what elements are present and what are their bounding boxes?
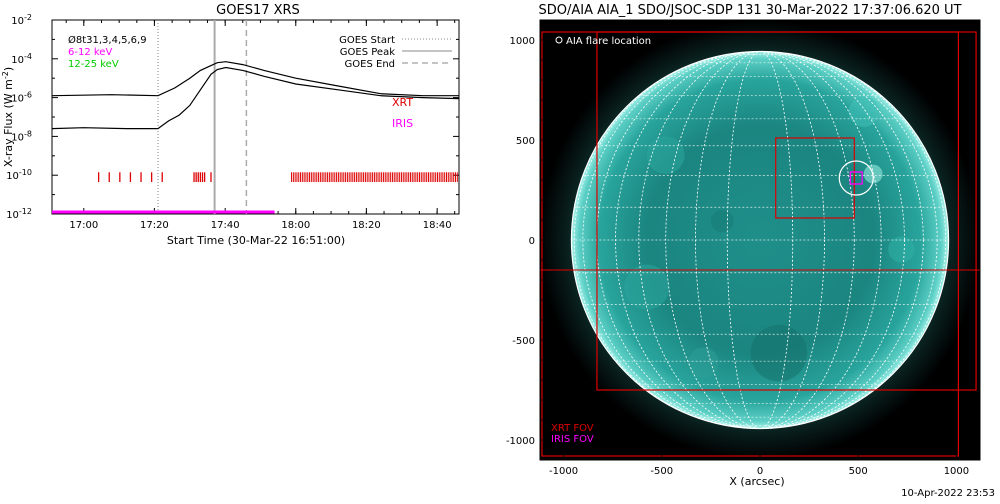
aia-y-tick-label: 500 <box>516 136 535 147</box>
xray-flux-series-2 <box>51 66 460 130</box>
y-tick-base: 10 <box>11 16 24 27</box>
y-tick-base: 10 <box>6 171 19 182</box>
fov-overlays <box>540 31 980 457</box>
active-region-glow <box>848 96 879 127</box>
y-tick-label: 10-10 <box>6 168 32 182</box>
solar-limb <box>570 50 950 430</box>
x-tick-label: 17:20 <box>140 220 169 231</box>
active-region-glow <box>646 136 685 174</box>
flare-location-circle <box>838 160 874 196</box>
xray-flux-series-1 <box>51 61 459 97</box>
goes-x-axis-label: Start Time (30-Mar-22 16:51:00) <box>167 234 345 247</box>
longitude-line <box>726 51 794 429</box>
y-tick-base: 10 <box>6 210 19 221</box>
goes-title: GOES17 XRS <box>216 3 300 18</box>
aia-x-tick-label: 500 <box>849 466 868 477</box>
aia-flare-legend: AIA flare location <box>555 36 651 47</box>
aia-x-tick-label: 1000 <box>944 466 969 477</box>
heliographic-grid <box>571 51 949 429</box>
longitude-line <box>582 51 938 429</box>
longitude-line <box>665 51 855 429</box>
y-tick-label: 10-4 <box>11 52 32 66</box>
legend-left-entry: Ø8t31,3,4,5,6,9 <box>68 34 147 46</box>
x-tick-label: 17:00 <box>69 220 98 231</box>
aia-y-tick-label: 1000 <box>510 36 535 47</box>
x-tick-label: 18:20 <box>352 220 381 231</box>
xrt-observation-ticks <box>97 172 458 182</box>
legend-right-entry: GOES End <box>345 59 395 70</box>
y-tick-label: 10-8 <box>11 129 32 143</box>
flare-legend-marker <box>555 36 563 44</box>
y-tick-label: 10-2 <box>11 13 32 27</box>
aia-x-tick-label: -500 <box>650 466 673 477</box>
y-tick-exponent: -4 <box>24 52 32 61</box>
y-tick-base: 10 <box>11 94 24 105</box>
legend-left-entry: 12-25 keV <box>68 59 119 70</box>
iris-fov-box <box>849 171 863 185</box>
flare-legend-text: AIA flare location <box>566 36 651 47</box>
longitude-line <box>695 51 825 429</box>
goes-y-axis-label: X-ray Flux (W m-2) <box>1 67 15 167</box>
y-tick-label: 10-6 <box>11 91 32 105</box>
iris-fov-label: IRIS FOV <box>551 434 594 445</box>
legend-right-entry: GOES Start <box>339 35 395 46</box>
aia-y-tick-label: -1000 <box>506 436 535 447</box>
aia-image-panel: SDO/AIA AIA_1 SDO/JSOC-SDP 131 30-Mar-20… <box>506 3 981 488</box>
y-tick-label: 10-12 <box>6 207 32 221</box>
longitude-line <box>615 51 905 429</box>
x-tick-label: 18:00 <box>281 220 310 231</box>
longitude-line <box>638 51 882 429</box>
aia-y-axis: 1000 500 0 -500 -1000 <box>506 36 546 447</box>
xrt-fov-label: XRT FOV <box>551 423 594 434</box>
xrt-fov-box <box>596 31 977 391</box>
longitude-line <box>573 51 947 429</box>
y-tick-exponent: -2 <box>24 13 32 22</box>
y-tick-base: 10 <box>11 132 24 143</box>
active-region-glow <box>750 324 808 382</box>
generation-date: 10-Apr-2022 23:53 <box>901 488 995 499</box>
active-region-glow <box>624 264 670 310</box>
solar-texture <box>624 96 915 382</box>
iris-label: IRIS <box>392 117 413 130</box>
y-tick-exponent: -10 <box>19 168 32 177</box>
goes-event-lines <box>157 20 248 214</box>
active-region-glow <box>710 209 734 233</box>
y-tick-exponent: -8 <box>24 129 32 138</box>
legend-right-entry: GOES Peak <box>340 47 395 58</box>
aia-x-axis-label: X (arcsec) <box>729 475 784 488</box>
aia-y-tick-label: -500 <box>512 336 535 347</box>
aia-y-tick-label: 0 <box>529 236 535 247</box>
aia-image-content <box>540 31 980 457</box>
x-tick-label: 18:40 <box>423 220 452 231</box>
active-region-glow <box>888 236 915 263</box>
x-tick-label: 17:40 <box>211 220 240 231</box>
aia-title: SDO/AIA AIA_1 SDO/JSOC-SDP 131 30-Mar-20… <box>538 3 961 18</box>
active-region-glow <box>688 347 719 378</box>
aia-x-tick-label: 0 <box>757 466 763 477</box>
y-tick-exponent: -12 <box>19 207 32 216</box>
aia-x-tick-label: -1000 <box>549 466 578 477</box>
aia-x-axis: -1000 -500 0 500 1000 <box>549 454 977 477</box>
goes-series <box>51 61 460 130</box>
y-tick-exponent: -6 <box>24 91 32 100</box>
legend-left-entry: 6-12 keV <box>68 47 112 58</box>
xrt-label: XRT <box>392 96 413 109</box>
xrt-fov-box <box>775 137 855 219</box>
y-tick-base: 10 <box>11 55 24 66</box>
